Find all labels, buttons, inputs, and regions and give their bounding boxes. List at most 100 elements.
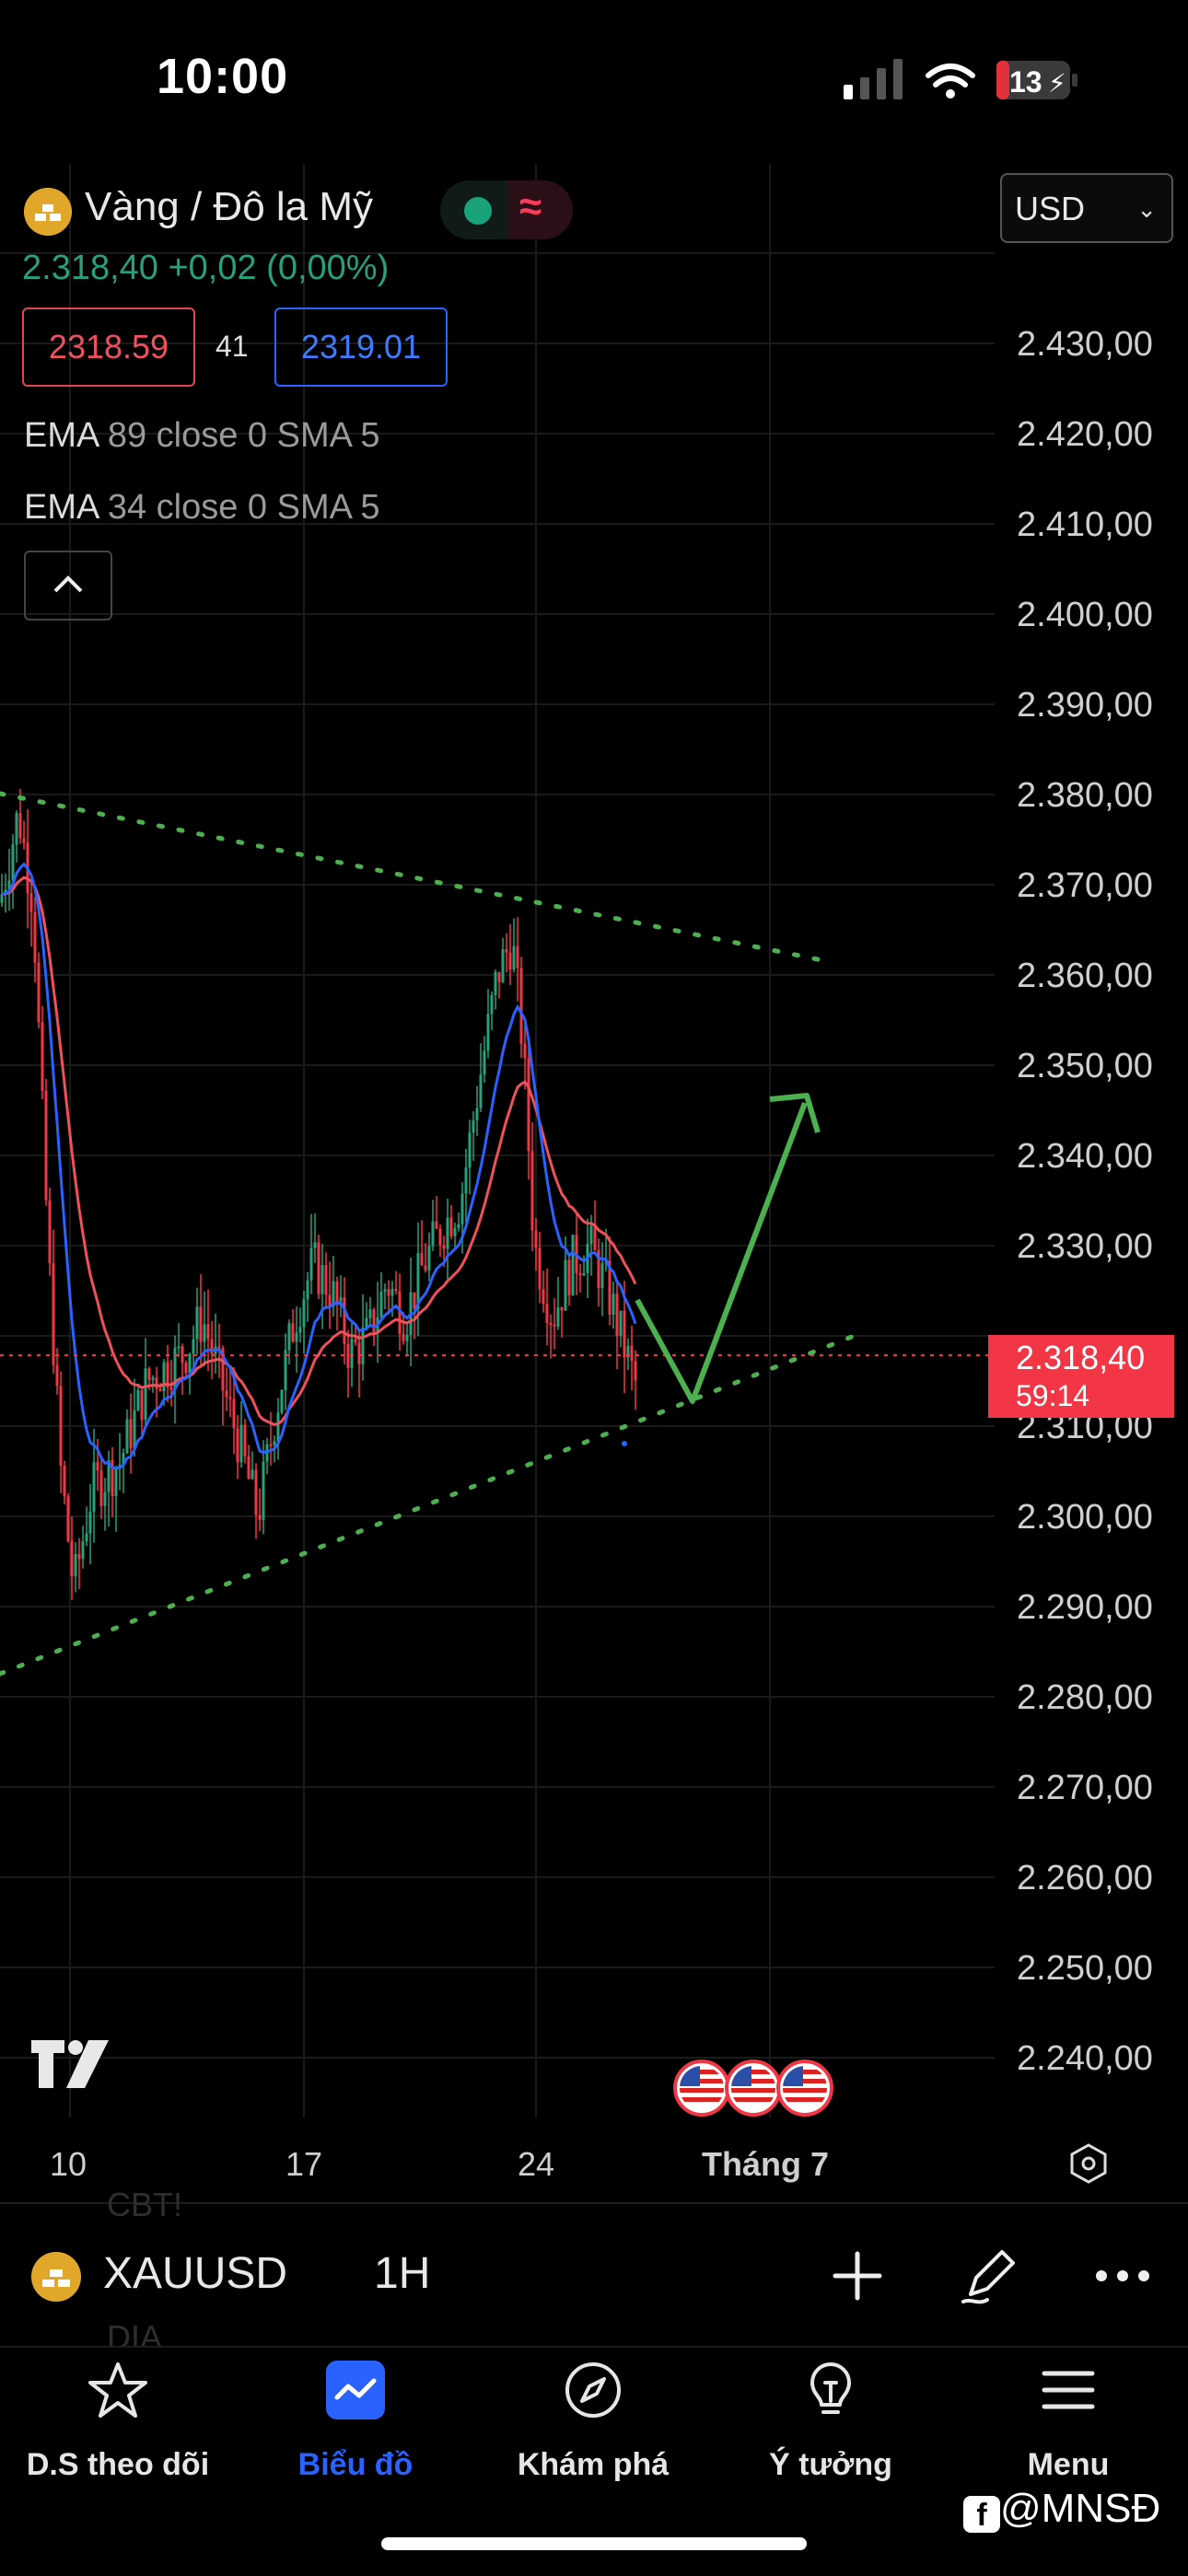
candle-body: [287, 1323, 291, 1351]
candle-body: [372, 1309, 376, 1334]
x-label-24: 24: [518, 2145, 555, 2183]
y-axis-label: 2.410,00: [1017, 505, 1153, 544]
nav-explore[interactable]: Khám phá: [483, 2361, 704, 2489]
candle-body: [427, 1246, 431, 1271]
status-icons: 13 ⚡: [844, 59, 1077, 99]
chevron-up-icon: [53, 575, 83, 593]
candle-body: [516, 946, 519, 969]
menu-icon: [1042, 2371, 1095, 2409]
candle-body: [280, 1389, 284, 1413]
candle-body: [228, 1397, 232, 1399]
candle-body: [295, 1332, 298, 1342]
price-chart[interactable]: 2.430,00 2.420,00 2.410,00 2.400,00 2.390,00…: [0, 164, 1188, 2208]
candle-body: [564, 1259, 567, 1311]
candle-body: [85, 1533, 88, 1542]
candle-body: [457, 1224, 460, 1228]
candle-body: [210, 1339, 214, 1354]
candle-body: [11, 844, 15, 881]
y-axis-label: 2.260,00: [1017, 1859, 1153, 1897]
price-change: 2.318,40 +0,02 (0,00%): [22, 249, 390, 287]
candle-body: [475, 1108, 479, 1120]
candle-body: [151, 1377, 155, 1380]
drawing-pen-icon[interactable]: [958, 2243, 1022, 2307]
home-indicator[interactable]: [381, 2537, 807, 2550]
y-axis-label: 2.430,00: [1017, 325, 1153, 364]
nav-menu[interactable]: Menu: [958, 2361, 1179, 2489]
candle-body: [634, 1361, 637, 1381]
candle-body: [560, 1306, 564, 1311]
candle-body: [221, 1348, 225, 1391]
candle-body: [530, 1151, 534, 1231]
x-label-10: 10: [50, 2145, 87, 2183]
sell-button[interactable]: 2318.59: [22, 307, 195, 387]
nav-ideas[interactable]: Ý tưởng: [720, 2361, 941, 2489]
candle-body: [88, 1511, 92, 1534]
candle-body: [567, 1259, 571, 1295]
candle-body: [435, 1221, 438, 1229]
candle-body: [239, 1424, 243, 1463]
candle-body: [597, 1249, 600, 1289]
lightbulb-icon: [810, 2362, 851, 2414]
symbol-toolbar: [0, 2202, 1188, 2348]
candle-body: [169, 1387, 173, 1390]
candle-body: [236, 1428, 239, 1463]
candle-body: [501, 949, 505, 982]
symbol-title[interactable]: Vàng / Đô la Mỹ: [85, 184, 374, 229]
ghost-text-top: CBT!: [107, 2186, 183, 2223]
candle-body: [96, 1462, 99, 1471]
candle-body: [357, 1342, 361, 1364]
candle-body: [140, 1389, 144, 1421]
candle-body: [361, 1327, 365, 1364]
candle-body: [284, 1350, 287, 1390]
currency-select[interactable]: USD ⌄: [1000, 173, 1173, 243]
indicator-ema-34[interactable]: EMA 34 close 0 SMA 5: [24, 488, 380, 527]
candle-body: [155, 1377, 158, 1389]
market-status-pill[interactable]: ≈: [440, 180, 573, 239]
us-flag-icon: [725, 2060, 782, 2117]
candle-body: [519, 968, 523, 1044]
candle-body: [122, 1453, 125, 1465]
candle-body: [416, 1253, 420, 1309]
ema-89-line: [1, 876, 637, 1426]
svg-text:⚡: ⚡: [1048, 68, 1066, 99]
candle-body: [206, 1324, 210, 1340]
candle-body: [298, 1327, 302, 1333]
indicator-ema-89[interactable]: EMA 89 close 0 SMA 5: [24, 416, 380, 455]
candle-body: [195, 1306, 199, 1340]
y-axis-label: 2.360,00: [1017, 957, 1153, 995]
candle-body: [55, 1364, 59, 1387]
economic-events[interactable]: [672, 2059, 834, 2118]
candle-body: [317, 1242, 320, 1294]
symbol-name[interactable]: XAUUSD: [103, 2249, 288, 2298]
candle-body: [302, 1299, 306, 1328]
candle-body: [387, 1289, 390, 1296]
candle-body: [453, 1227, 457, 1236]
candle-body: [199, 1306, 203, 1342]
interval-select[interactable]: 1H: [374, 2249, 431, 2298]
candle-body: [490, 994, 494, 1015]
candle-body: [460, 1193, 464, 1224]
candle-body: [162, 1362, 166, 1392]
candle-body: [114, 1468, 118, 1497]
candle-body: [438, 1228, 442, 1246]
candle-body: [129, 1419, 133, 1449]
candle-body: [589, 1225, 593, 1245]
candle-body: [103, 1491, 107, 1506]
candle-body: [368, 1309, 372, 1318]
candle-body: [508, 952, 512, 970]
candle-body: [571, 1235, 575, 1295]
candle-body: [328, 1294, 332, 1307]
candle-body: [144, 1368, 147, 1421]
more-options-icon[interactable]: [1092, 2246, 1153, 2305]
add-plus-icon[interactable]: [825, 2246, 890, 2305]
y-axis-label: 2.370,00: [1017, 866, 1153, 905]
chart-settings-icon[interactable]: [1066, 2141, 1111, 2186]
nav-watchlist[interactable]: D.S theo dõi: [7, 2361, 228, 2489]
buy-button[interactable]: 2319.01: [274, 307, 448, 387]
compass-icon: [565, 2362, 621, 2418]
y-axis-label: 2.380,00: [1017, 776, 1153, 815]
nav-chart[interactable]: Biểu đồ: [245, 2361, 466, 2489]
candle-body: [446, 1217, 449, 1249]
candle-body: [593, 1225, 597, 1250]
collapse-legend-button[interactable]: [24, 551, 112, 621]
